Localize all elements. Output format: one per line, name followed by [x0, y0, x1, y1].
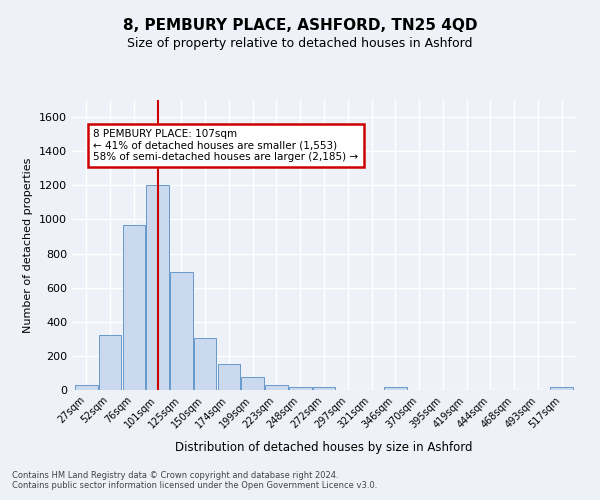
Bar — [241, 376, 264, 390]
Bar — [313, 387, 335, 390]
X-axis label: Distribution of detached houses by size in Ashford: Distribution of detached houses by size … — [175, 441, 473, 454]
Bar — [122, 225, 145, 390]
Text: Size of property relative to detached houses in Ashford: Size of property relative to detached ho… — [127, 38, 473, 51]
Bar — [75, 385, 98, 390]
Y-axis label: Number of detached properties: Number of detached properties — [23, 158, 34, 332]
Text: Contains HM Land Registry data © Crown copyright and database right 2024.
Contai: Contains HM Land Registry data © Crown c… — [12, 470, 377, 490]
Text: 8, PEMBURY PLACE, ASHFORD, TN25 4QD: 8, PEMBURY PLACE, ASHFORD, TN25 4QD — [123, 18, 477, 32]
Bar — [99, 334, 121, 390]
Text: 8 PEMBURY PLACE: 107sqm
← 41% of detached houses are smaller (1,553)
58% of semi: 8 PEMBURY PLACE: 107sqm ← 41% of detache… — [94, 129, 359, 162]
Bar — [218, 364, 240, 390]
Bar — [384, 388, 407, 390]
Bar — [265, 385, 288, 390]
Bar — [146, 186, 169, 390]
Bar — [194, 338, 217, 390]
Bar — [289, 387, 311, 390]
Bar — [550, 388, 573, 390]
Bar — [170, 272, 193, 390]
